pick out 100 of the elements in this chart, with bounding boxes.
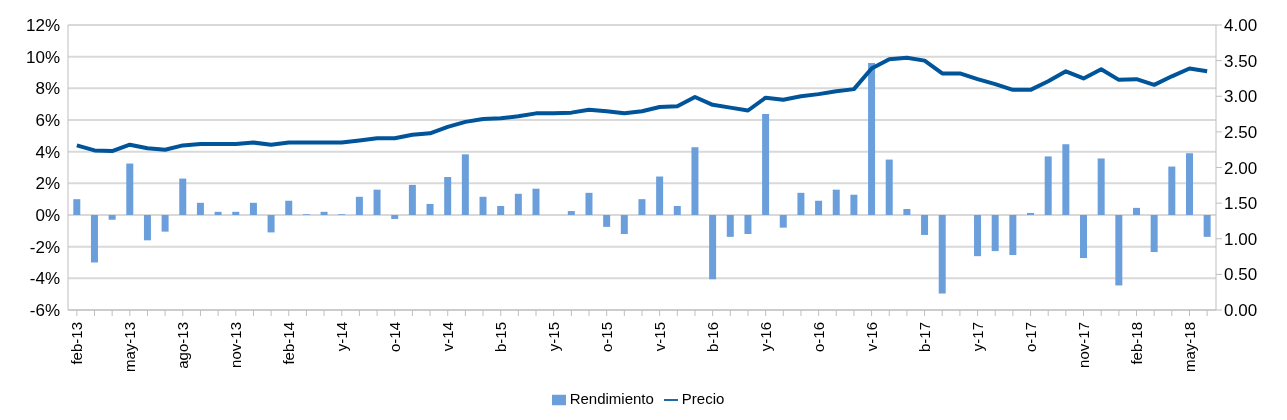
- y-tick-label: 2%: [35, 174, 60, 194]
- bar: [709, 215, 717, 280]
- x-tick-label: y-17: [969, 322, 987, 352]
- bar: [408, 184, 416, 215]
- bar: [143, 215, 151, 241]
- y-tick-label: 8%: [35, 79, 60, 99]
- bar: [1168, 166, 1176, 215]
- legend-label: Precio: [681, 390, 725, 407]
- x-tick-label: o-15: [598, 322, 616, 353]
- bar: [1080, 215, 1088, 259]
- x-tick-label: o-17: [1022, 322, 1040, 353]
- bar: [868, 63, 876, 215]
- bar: [108, 215, 116, 220]
- y2-tick-label: 1.50: [1224, 194, 1258, 214]
- x-tick-label: feb-14: [280, 322, 298, 365]
- x-tick-label: y-14: [333, 322, 351, 352]
- y-tick-label: 10%: [25, 47, 60, 67]
- bar: [1027, 212, 1035, 215]
- x-tick-label: ago-13: [174, 322, 192, 369]
- bar: [585, 192, 593, 215]
- x-tick-label: b-17: [916, 322, 934, 353]
- y2-tick-label: 4.00: [1224, 16, 1258, 36]
- bar: [726, 215, 734, 237]
- bar: [744, 215, 752, 234]
- bar: [691, 147, 699, 215]
- y2-tick-label: 3.00: [1224, 87, 1258, 107]
- bar: [373, 189, 381, 215]
- x-tick-label: feb-13: [68, 322, 86, 365]
- x-tick-label: y-16: [757, 322, 775, 352]
- line-series: [74, 55, 1210, 154]
- bar: [673, 205, 681, 215]
- bar: [1009, 215, 1017, 256]
- bar: [1062, 144, 1070, 215]
- x-tick-label: v-15: [651, 322, 669, 352]
- bar: [885, 159, 893, 215]
- bar: [90, 215, 98, 263]
- bar: [214, 211, 222, 215]
- bar: [620, 215, 628, 234]
- bar: [974, 215, 982, 257]
- bar: [267, 215, 275, 233]
- y2-tick-label: 1.00: [1224, 229, 1258, 249]
- bar: [832, 189, 840, 215]
- bar: [479, 196, 487, 215]
- bar: [1150, 215, 1158, 253]
- bar: [815, 200, 823, 215]
- x-tick-label: nov-13: [227, 322, 245, 368]
- y-tick-label: 0%: [35, 206, 60, 226]
- bar: [179, 178, 187, 215]
- y2-tick-label: 2.00: [1224, 158, 1258, 178]
- x-tick-label: nov-17: [1075, 322, 1093, 368]
- x-tick-label: feb-18: [1128, 322, 1146, 365]
- x-tick-label: v-16: [863, 322, 881, 352]
- x-tick-label: may-13: [121, 322, 139, 373]
- bar: [1097, 158, 1105, 215]
- y2-tick-label: 0.00: [1224, 301, 1258, 321]
- bar: [444, 177, 452, 215]
- x-tick-label: b-16: [704, 322, 722, 353]
- y-tick-label: -6%: [29, 301, 60, 321]
- y2-tick-label: 2.50: [1224, 122, 1258, 142]
- bar: [532, 188, 540, 215]
- y-tick-label: 4%: [35, 142, 60, 162]
- y2-tick-label: 3.50: [1224, 51, 1258, 71]
- bar: [567, 211, 575, 215]
- bar: [921, 215, 929, 235]
- y-tick-label: 6%: [35, 111, 60, 131]
- bar: [991, 215, 999, 252]
- x-tick-label: b-15: [492, 322, 510, 353]
- bar: [779, 215, 787, 228]
- x-tick-label: y-15: [545, 322, 563, 352]
- bar: [249, 202, 257, 215]
- bar: [391, 215, 399, 219]
- bar: [638, 199, 646, 215]
- bar: [497, 205, 505, 215]
- bar: [762, 113, 770, 215]
- x-tick-label: o-14: [386, 322, 404, 353]
- bar: [232, 211, 240, 215]
- bar: [903, 208, 911, 215]
- bar: [320, 211, 328, 215]
- bar: [73, 199, 81, 215]
- bar: [355, 196, 363, 215]
- bar: [797, 192, 805, 215]
- bar: [285, 200, 293, 215]
- bar: [461, 154, 469, 215]
- bar: [1132, 207, 1140, 215]
- bar: [126, 163, 134, 215]
- y-tick-label: -4%: [29, 269, 60, 289]
- y-tick-label: 12%: [25, 16, 60, 36]
- bar: [196, 202, 204, 215]
- y-tick-label: -2%: [29, 237, 60, 257]
- y2-tick-label: 0.50: [1224, 265, 1258, 285]
- x-tick-label: may-18: [1181, 322, 1199, 373]
- bar: [1115, 215, 1123, 286]
- bar: [656, 176, 664, 215]
- bar: [1203, 215, 1211, 237]
- bar: [161, 215, 169, 232]
- bar: [426, 203, 434, 215]
- x-tick-label: o-16: [810, 322, 828, 353]
- bar: [938, 215, 946, 294]
- legend-label: Rendimiento: [569, 390, 654, 407]
- bar: [514, 193, 522, 215]
